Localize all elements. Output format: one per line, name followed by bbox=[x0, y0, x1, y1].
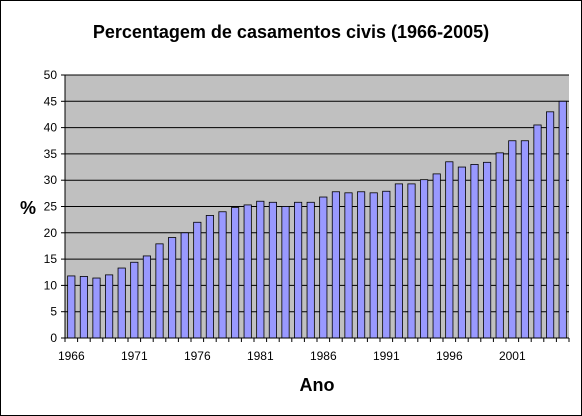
bar-1969 bbox=[105, 274, 114, 339]
bar-2005 bbox=[558, 100, 567, 339]
bar-1990 bbox=[369, 192, 378, 339]
x-tick-labels: 1966 1971 1976 1981 1986 1991 1996 2001 bbox=[58, 349, 526, 363]
bar-1996 bbox=[445, 161, 454, 339]
bar-1973 bbox=[155, 243, 164, 339]
x-tick-label: 1991 bbox=[373, 349, 400, 363]
bar-1971 bbox=[130, 261, 139, 339]
bar-1977 bbox=[205, 215, 214, 339]
y-tick-label: 50 bbox=[44, 68, 58, 82]
bar-1995 bbox=[432, 173, 441, 339]
bar-1998 bbox=[470, 164, 479, 339]
bar-1978 bbox=[218, 211, 227, 339]
bar-1994 bbox=[420, 179, 429, 339]
bar-2003 bbox=[533, 124, 542, 339]
bar-1974 bbox=[168, 237, 177, 339]
y-tick-label: 35 bbox=[44, 147, 58, 161]
x-tick-label: 2001 bbox=[499, 349, 526, 363]
bar-1983 bbox=[281, 206, 290, 339]
y-tick-label: 0 bbox=[50, 331, 57, 345]
y-tick-label: 40 bbox=[44, 121, 58, 135]
y-tick-label: 20 bbox=[44, 226, 58, 240]
bars bbox=[67, 100, 567, 339]
bar-1991 bbox=[382, 190, 391, 339]
bar-2001 bbox=[508, 140, 517, 339]
bar-1997 bbox=[457, 166, 466, 339]
bar-1968 bbox=[92, 277, 101, 339]
bar-2004 bbox=[546, 111, 555, 339]
bar-1985 bbox=[306, 201, 315, 339]
bar-2002 bbox=[520, 140, 529, 339]
y-tick-labels: 0 5 10 15 20 25 30 35 40 45 50 bbox=[44, 68, 58, 345]
x-axis-title: Ano bbox=[300, 375, 335, 395]
bar-1967 bbox=[79, 276, 88, 339]
bar-1992 bbox=[394, 183, 403, 339]
bar-1988 bbox=[344, 192, 353, 339]
bar-1966 bbox=[67, 275, 76, 339]
bar-1970 bbox=[117, 267, 126, 339]
bar-1975 bbox=[180, 232, 189, 339]
bar-1982 bbox=[268, 201, 277, 339]
x-tick-label: 1976 bbox=[184, 349, 211, 363]
y-axis-title: % bbox=[20, 198, 36, 218]
y-tick-label: 30 bbox=[44, 173, 58, 187]
y-tick-label: 25 bbox=[44, 200, 58, 214]
bar-1976 bbox=[193, 221, 202, 339]
bar-1972 bbox=[142, 255, 151, 339]
bar-1999 bbox=[483, 161, 492, 339]
chart-title: Percentagem de casamentos civis (1966-20… bbox=[93, 22, 489, 42]
y-tick-label: 10 bbox=[44, 278, 58, 292]
bar-1979 bbox=[231, 207, 240, 339]
x-tick-label: 1971 bbox=[121, 349, 148, 363]
bar-1984 bbox=[294, 201, 303, 339]
x-tick-label: 1981 bbox=[247, 349, 274, 363]
bar-1989 bbox=[357, 191, 366, 339]
y-tick-label: 15 bbox=[44, 252, 58, 266]
bar-1986 bbox=[319, 196, 328, 339]
bar-1980 bbox=[243, 204, 252, 339]
x-tick-label: 1986 bbox=[310, 349, 337, 363]
bar-2000 bbox=[495, 152, 504, 339]
x-tick-label: 1966 bbox=[58, 349, 85, 363]
y-tick-label: 45 bbox=[44, 94, 58, 108]
bar-1981 bbox=[256, 200, 265, 339]
x-tick-label: 1996 bbox=[436, 349, 463, 363]
axes bbox=[64, 75, 570, 342]
y-tick-label: 5 bbox=[50, 305, 57, 319]
bar-1987 bbox=[331, 191, 340, 339]
bar-1993 bbox=[407, 183, 416, 339]
